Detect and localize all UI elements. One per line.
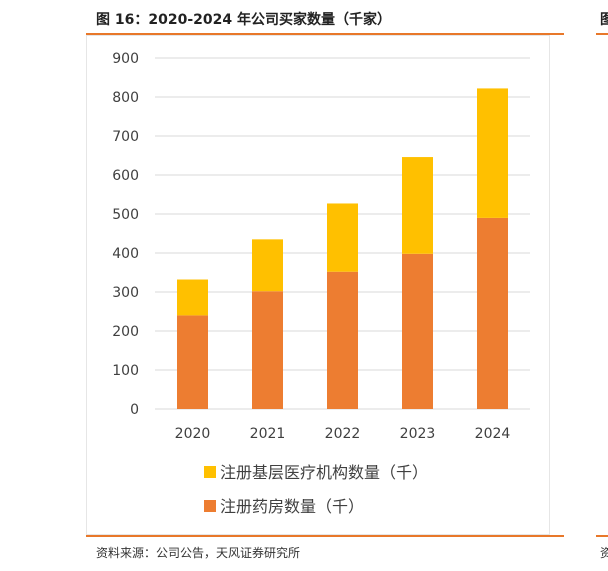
y-tick-label: 400: [112, 246, 139, 262]
top-rule: [86, 33, 564, 35]
legend-swatch: [204, 500, 216, 512]
bar-institutions-2022: [327, 203, 358, 272]
bar-pharmacy-2020: [177, 315, 208, 409]
x-tick-label: 2024: [475, 426, 511, 442]
y-tick-label: 700: [112, 129, 139, 145]
figure-title: 图 16：2020-2024 年公司买家数量（千家）: [96, 12, 391, 28]
next-figure-title-fragment: 图: [600, 12, 608, 28]
next-top-rule: [596, 33, 608, 35]
x-tick-label: 2020: [175, 426, 211, 442]
y-tick-label: 0: [130, 402, 139, 418]
y-tick-label: 100: [112, 363, 139, 379]
next-bottom-rule: [596, 535, 608, 537]
y-tick-label: 900: [112, 51, 139, 67]
bar-pharmacy-2023: [402, 253, 433, 409]
y-tick-label: 800: [112, 90, 139, 106]
chart-panel: [86, 35, 550, 535]
legend-label: 注册基层医疗机构数量（千）: [220, 463, 428, 482]
bar-pharmacy-2021: [252, 291, 283, 409]
bottom-rule: [86, 535, 564, 537]
x-tick-label: 2022: [325, 426, 361, 442]
bar-institutions-2021: [252, 239, 283, 292]
bar-pharmacy-2022: [327, 271, 358, 409]
x-tick-label: 2021: [250, 426, 286, 442]
source-note: 资料来源：公司公告，天风证券研究所: [96, 546, 301, 560]
y-tick-label: 300: [112, 285, 139, 301]
bar-institutions-2024: [477, 88, 508, 218]
y-tick-label: 600: [112, 168, 139, 184]
x-tick-label: 2023: [400, 426, 436, 442]
bar-pharmacy-2024: [477, 217, 508, 409]
y-tick-label: 200: [112, 324, 139, 340]
legend-label: 注册药房数量（千）: [220, 497, 364, 516]
y-tick-label: 500: [112, 207, 139, 223]
bar-institutions-2020: [177, 279, 208, 316]
next-source-fragment: 资: [600, 546, 608, 560]
bar-institutions-2023: [402, 157, 433, 254]
legend-swatch: [204, 466, 216, 478]
